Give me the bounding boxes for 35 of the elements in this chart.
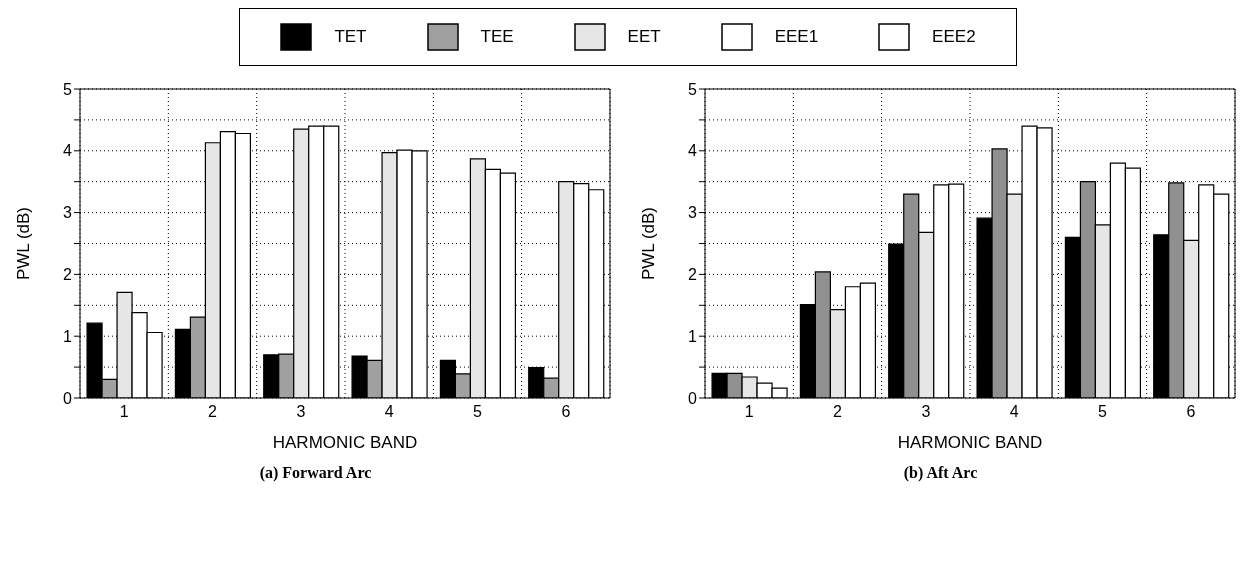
x-tick-label: 4	[384, 403, 394, 421]
x-axis-title: HARMONIC BAND	[897, 433, 1043, 452]
x-tick-label: 5	[473, 403, 483, 421]
x-tick-label: 2	[833, 403, 843, 421]
x-tick-label: 6	[1186, 403, 1196, 421]
legend-label: EEE1	[774, 27, 819, 47]
legend-label: EEE2	[932, 27, 976, 47]
x-tick-label: 1	[744, 403, 754, 421]
text: (a) Forward Arc	[258, 464, 373, 482]
x-tick-label: 3	[296, 403, 306, 421]
y-tick-label: 1	[63, 327, 73, 345]
x-tick-label: 3	[921, 403, 931, 421]
y-tick-label: 4	[688, 142, 698, 160]
x-tick-label: 5	[1098, 403, 1108, 421]
legend-label: TET	[334, 27, 367, 47]
y-axis-title: PWL (dB)	[639, 206, 659, 281]
x-axis-title: HARMONIC BAND	[272, 433, 418, 452]
y-tick-label: 3	[63, 204, 73, 222]
x-tick-label: 1	[119, 403, 129, 421]
x-tick-label: 6	[561, 403, 571, 421]
y-tick-label: 5	[688, 80, 698, 98]
y-tick-label: 0	[63, 389, 73, 407]
y-tick-label: 0	[688, 389, 698, 407]
y-tick-label: 4	[63, 142, 73, 160]
text: (b) Aft Arc	[902, 464, 979, 482]
legend-label: EET	[627, 27, 661, 47]
y-tick-label: 1	[688, 327, 698, 345]
x-tick-label: 4	[1009, 403, 1019, 421]
y-tick-label: 2	[688, 266, 698, 284]
x-tick-label: 2	[208, 403, 218, 421]
y-tick-label: 5	[63, 80, 73, 98]
y-axis-title: PWL (dB)	[14, 206, 34, 281]
legend-label: TEE	[480, 27, 514, 47]
y-tick-label: 3	[688, 204, 698, 222]
y-tick-label: 2	[63, 266, 73, 284]
